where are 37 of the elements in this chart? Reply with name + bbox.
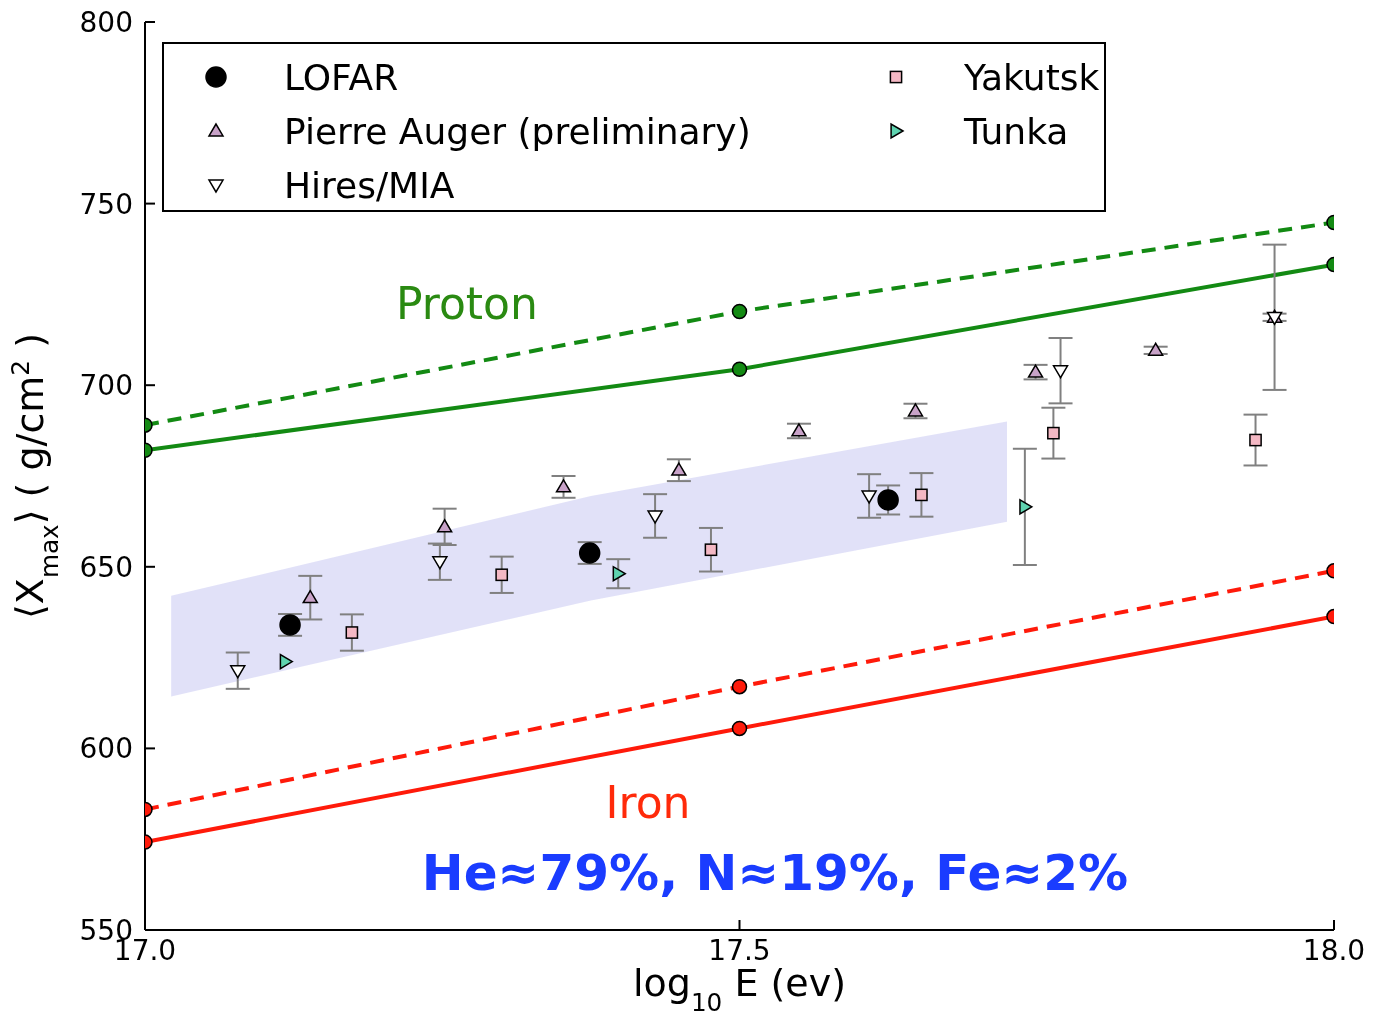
y-tick-label: 650 xyxy=(79,550,133,584)
point xyxy=(436,519,453,533)
legend-label: LOFAR xyxy=(284,56,399,98)
point xyxy=(671,462,687,476)
annotation: Iron xyxy=(605,776,691,828)
point xyxy=(302,589,319,604)
legend-label: Pierre Auger (preliminary) xyxy=(284,110,751,152)
point xyxy=(229,665,246,679)
point xyxy=(495,568,509,582)
point xyxy=(1249,433,1262,447)
point xyxy=(915,488,928,502)
y-tick-label: 700 xyxy=(79,369,133,403)
y-tick-label: 600 xyxy=(79,732,133,766)
point xyxy=(279,653,294,670)
point xyxy=(612,565,626,582)
point xyxy=(345,626,359,639)
point xyxy=(647,510,663,524)
point xyxy=(877,489,899,511)
point xyxy=(1052,365,1069,379)
point xyxy=(1147,342,1164,356)
point xyxy=(861,490,877,504)
annotation: Proton xyxy=(396,277,538,329)
x-tick-label: 18.0 xyxy=(1302,933,1366,967)
point xyxy=(791,423,807,437)
point xyxy=(907,403,924,417)
point xyxy=(1019,499,1033,515)
y-tick-label: 750 xyxy=(79,187,133,221)
annotation: He≈79%, N≈19%, Fe≈2% xyxy=(421,844,1129,902)
point xyxy=(555,479,572,493)
legend-label: Yakutsk xyxy=(964,56,1100,98)
legend-label: Tunka xyxy=(964,110,1069,152)
legend-label: Hires/MIA xyxy=(284,164,455,206)
point xyxy=(1027,364,1044,378)
point xyxy=(704,543,718,557)
y-tick-label: 800 xyxy=(79,5,133,39)
point xyxy=(1047,426,1060,440)
point xyxy=(432,556,448,570)
